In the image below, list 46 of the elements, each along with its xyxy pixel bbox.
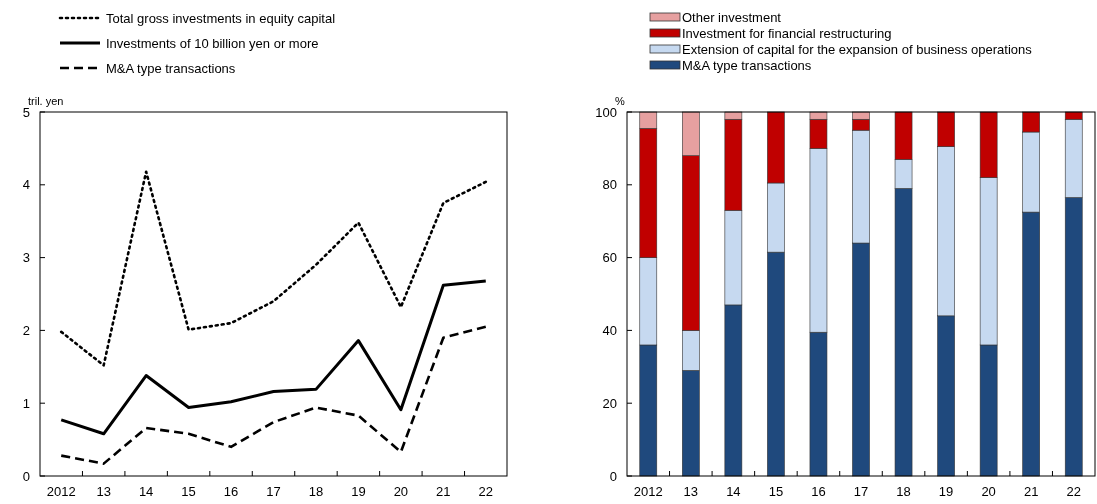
x-tick-label: 17: [266, 484, 281, 499]
x-tick-label: 22: [478, 484, 494, 499]
y-tick-label: 40: [602, 322, 617, 338]
x-tick-label: 19: [351, 484, 366, 499]
y-tick-label: 80: [602, 177, 617, 193]
x-tick-label: 22: [1066, 484, 1081, 499]
y-tick-label: 1: [22, 395, 30, 411]
y-tick-label: 100: [595, 104, 617, 120]
y-tick-label: 3: [22, 250, 30, 266]
y-tick-label: 0: [22, 468, 30, 484]
x-tick-label: 2012: [46, 484, 76, 499]
x-tick-label: 16: [811, 484, 826, 499]
line-series: [59, 325, 488, 465]
x-tick-label: 14: [138, 484, 154, 499]
x-tick-label: 18: [308, 484, 324, 499]
legend-label: Other investment: [682, 9, 782, 25]
x-tick-label: 14: [726, 484, 741, 499]
y-tick-label: 20: [602, 395, 617, 411]
x-tick-label: 17: [853, 484, 869, 499]
x-tick-label: 13: [96, 484, 111, 499]
x-tick-label: 20: [981, 484, 996, 499]
y-tick-label: 5: [22, 104, 30, 120]
x-tick-label: 15: [181, 484, 196, 499]
y-tick-label: 4: [22, 177, 30, 193]
legend-label: Total gross investments in equity capital: [106, 10, 336, 26]
x-tick-label: 20: [393, 484, 409, 499]
y-tick-label: 2: [22, 322, 30, 338]
y-axis-title: %: [615, 95, 625, 107]
x-tick-label: 2012: [633, 484, 663, 499]
x-tick-label: 19: [938, 484, 954, 499]
line-series: [59, 170, 488, 367]
x-tick-label: 16: [223, 484, 239, 499]
x-tick-label: 15: [768, 484, 784, 499]
legend-label: M&A type transactions: [682, 57, 812, 73]
x-tick-label: 21: [436, 484, 451, 499]
y-tick-label: 0: [609, 468, 617, 484]
line-series: [59, 279, 488, 436]
x-tick-label: 18: [896, 484, 911, 499]
x-tick-label: 13: [683, 484, 699, 499]
legend-label: Investments of 10 billion yen or more: [106, 35, 319, 51]
y-tick-label: 60: [602, 250, 617, 266]
legend-label: Investment for financial restructuring: [682, 25, 892, 41]
legend-label: M&A type transactions: [106, 60, 236, 76]
legend-label: Extension of capital for the expansion of business operations: [682, 41, 1033, 57]
y-axis-title: tril. yen: [28, 95, 64, 107]
x-tick-label: 21: [1023, 484, 1039, 499]
